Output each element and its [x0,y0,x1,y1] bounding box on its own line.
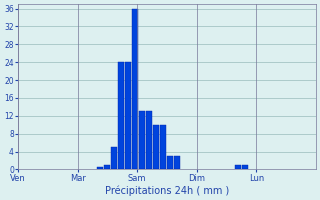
Bar [167,156,173,169]
Bar [98,167,103,169]
Bar [174,156,180,169]
Bar [132,9,138,169]
Bar [236,165,241,169]
Bar [146,111,152,169]
Bar [104,165,110,169]
Bar [125,62,131,169]
Bar [118,62,124,169]
X-axis label: Précipitations 24h ( mm ): Précipitations 24h ( mm ) [105,185,229,196]
Bar [242,165,248,169]
Bar [153,125,159,169]
Bar [160,125,166,169]
Bar [139,111,145,169]
Bar [111,147,117,169]
